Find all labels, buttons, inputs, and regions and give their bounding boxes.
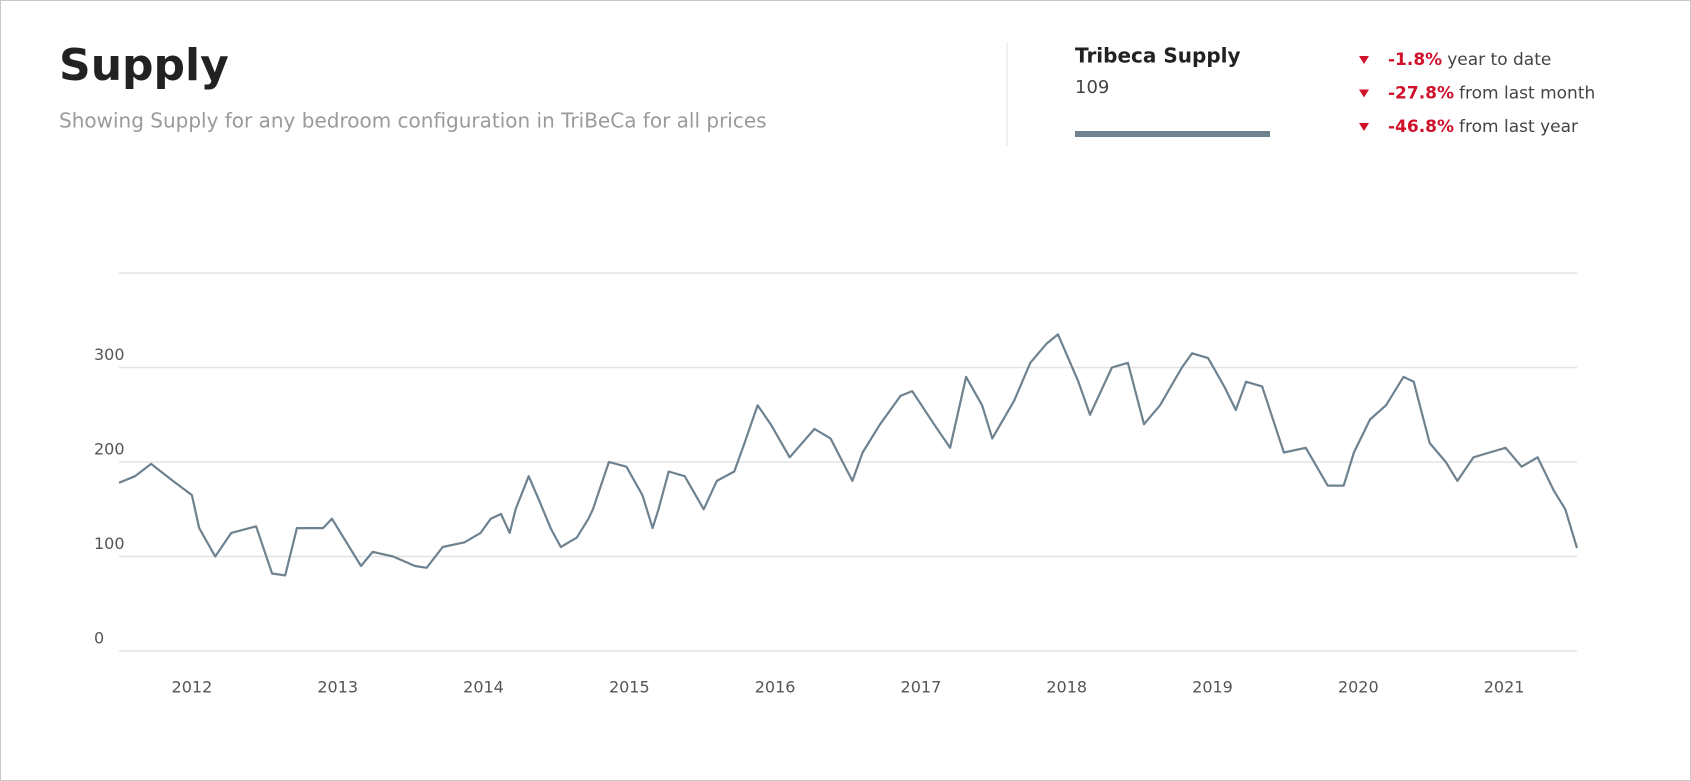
change-label: from last year: [1459, 117, 1578, 137]
change-label: from last month: [1459, 84, 1595, 104]
y-tick-label: 100: [94, 534, 125, 553]
x-tick-label: 2017: [901, 678, 942, 697]
x-tick-label: 2018: [1046, 678, 1087, 697]
change-line: -27.8% from last month: [1388, 84, 1595, 104]
chart-subtitle: Showing Supply for any bedroom configura…: [59, 109, 767, 133]
x-tick-label: 2015: [609, 678, 650, 697]
x-tick-label: 2020: [1338, 678, 1379, 697]
y-tick-label: 200: [94, 440, 125, 459]
chart-title: Supply: [59, 40, 229, 91]
down-arrow: [1359, 123, 1369, 131]
y-tick-label: 0: [94, 629, 104, 648]
x-tick-label: 2013: [317, 678, 358, 697]
down-arrow: [1359, 56, 1369, 64]
x-tick-label: 2021: [1484, 678, 1525, 697]
change-label: year to date: [1447, 50, 1551, 70]
current-value: 109: [1075, 77, 1109, 98]
series-line: [118, 333, 1579, 577]
change-line: -46.8% from last year: [1388, 117, 1578, 137]
down-arrow: [1359, 89, 1369, 98]
x-tick-label: 2014: [463, 678, 504, 697]
y-tick-label: 300: [94, 345, 125, 364]
x-tick-label: 2012: [172, 678, 213, 697]
change-value: -46.8%: [1388, 117, 1454, 137]
x-tick-label: 2019: [1192, 678, 1233, 697]
change-value: -27.8%: [1388, 84, 1454, 104]
x-tick-label: 2016: [755, 678, 796, 697]
change-line: -1.8% year to date: [1388, 50, 1551, 70]
legend-label: Tribeca Supply: [1075, 44, 1241, 68]
change-value: -1.8%: [1388, 50, 1442, 70]
